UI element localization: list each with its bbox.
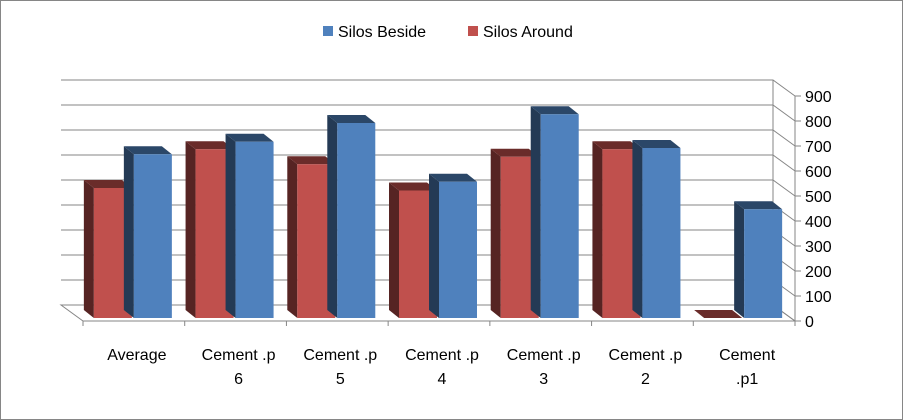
bar-side — [327, 115, 338, 318]
x-tick-label: Cement .p — [609, 347, 683, 364]
bar-front — [337, 123, 376, 318]
bar-side — [123, 146, 134, 318]
y-tick-label: 800 — [805, 114, 832, 131]
gridline — [61, 79, 796, 97]
bar — [734, 201, 783, 318]
y-tick-labels: 0 100 200 300 400 500 600 700 800 900 — [82, 89, 832, 331]
bar-side — [490, 148, 501, 318]
x-tick-label: Average — [107, 347, 166, 364]
bar-front — [235, 141, 274, 318]
y-tick-label: 500 — [805, 189, 832, 206]
legend-swatch — [468, 26, 478, 36]
bar-top — [429, 173, 477, 182]
bar-top — [185, 141, 234, 150]
bar-side — [734, 201, 745, 318]
bar-top — [225, 133, 274, 142]
y-tick-label: 200 — [805, 264, 832, 281]
bar-top — [389, 182, 437, 191]
x-tick-label: 4 — [438, 371, 447, 388]
bar — [632, 140, 681, 318]
legend-label: Silos Around — [483, 24, 573, 41]
legend-label: Silos Beside — [338, 24, 426, 41]
bar-top — [327, 115, 376, 123]
x-tick-label: 3 — [539, 371, 548, 388]
bar-side — [225, 133, 236, 318]
bar-side — [429, 173, 439, 318]
bar-front — [744, 209, 783, 318]
x-tick-label: Cement .p — [405, 347, 479, 364]
bar-top — [530, 106, 579, 115]
bar-top — [490, 148, 539, 157]
bar-side — [632, 140, 643, 318]
bar-top — [632, 140, 681, 148]
gridline — [61, 104, 796, 122]
x-tick-labels: Average Cement .p 6 Cement .p 5 Cement .p 4 Cem… — [107, 347, 776, 388]
x-tick-label: .p1 — [736, 371, 758, 388]
bar-front — [642, 148, 681, 318]
bars — [83, 106, 783, 318]
bar-side — [389, 182, 399, 318]
bar — [429, 173, 477, 318]
y-tick-label: 300 — [805, 239, 832, 256]
x-tick-label: Cement .p — [303, 347, 377, 364]
bar-side — [530, 106, 541, 318]
x-tick-label: 6 — [234, 371, 243, 388]
bar-side — [83, 180, 94, 318]
y-tick-label: 700 — [805, 139, 832, 156]
bar — [327, 115, 376, 318]
bar-top — [734, 201, 783, 210]
bar-top — [123, 146, 172, 155]
x-tick-label: Cement — [719, 347, 776, 364]
bar-side — [185, 141, 196, 318]
bar — [225, 133, 274, 318]
y-tick-label: 900 — [805, 89, 832, 106]
bar-front — [439, 181, 477, 318]
bar-front — [540, 114, 579, 318]
y-tick-label: 600 — [805, 164, 832, 181]
bar-front — [133, 154, 172, 318]
x-tick-label: Cement .p — [202, 347, 276, 364]
gridline — [61, 154, 796, 172]
bar — [530, 106, 579, 318]
y-tick-label: 100 — [805, 289, 832, 306]
bar-top — [83, 180, 132, 188]
y-tick-label: 0 — [805, 314, 814, 331]
bar-top — [592, 141, 641, 150]
legend-swatch — [323, 26, 333, 36]
x-tick-label: 2 — [641, 371, 650, 388]
bar-side — [592, 141, 603, 318]
bar — [694, 310, 743, 318]
x-tick-label: 5 — [336, 371, 345, 388]
gridline — [61, 129, 796, 147]
x-tick-label: Cement .p — [507, 347, 581, 364]
bar-top — [694, 310, 743, 318]
bar — [123, 146, 172, 318]
y-tick-label: 400 — [805, 214, 832, 231]
chart-legend: Silos Beside Silos Around — [323, 24, 573, 41]
bar-side — [287, 156, 298, 318]
bar-top — [287, 156, 336, 165]
